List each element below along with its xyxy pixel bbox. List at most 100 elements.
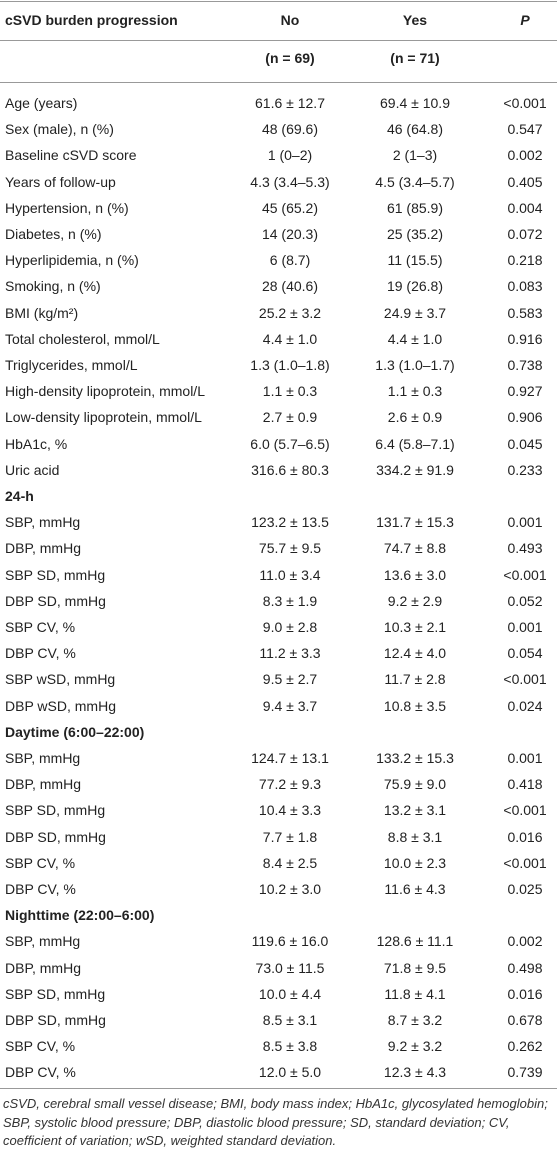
cell-value: 7.7 ± 1.8 [262, 828, 318, 845]
row-label: SBP SD, mmHg [5, 985, 106, 1002]
cell-value: 11 (15.5) [387, 252, 443, 269]
cell-value: 0.052 [507, 592, 543, 609]
row-label: DBP SD, mmHg [5, 1012, 106, 1028]
cell-value: 0.218 [507, 252, 543, 269]
cell-value: 2 (1–3) [392, 147, 438, 164]
cell-value: 11.7 ± 2.8 [384, 671, 446, 688]
row-label: DBP, mmHg [5, 959, 81, 976]
row-label: SBP wSD, mmHg [5, 671, 116, 688]
row-label: Baseline cSVD score [5, 147, 137, 164]
cell-value: 48 (69.6) [261, 121, 319, 138]
cell-value: 316.6 ± 80.3 [251, 461, 329, 478]
cell-value: 73.0 ± 11.5 [255, 959, 325, 976]
cell-value: 0.054 [507, 645, 543, 662]
row-label: BMI (kg/m²) [5, 304, 79, 321]
cell-value: 0.418 [507, 776, 543, 793]
cell-value: 4.4 ± 1.0 [387, 330, 443, 347]
cell-value: 4.3 (3.4–5.3) [250, 173, 330, 190]
cell-value: 13.6 ± 3.0 [383, 566, 447, 583]
column-header: Yes [402, 12, 428, 28]
section-heading: Daytime (6:00–22:00) [5, 723, 145, 740]
cell-value: <0.001 [503, 566, 547, 583]
cell-value: 1.3 (1.0–1.8) [250, 357, 330, 373]
cell-value: 9.5 ± 2.7 [262, 671, 318, 688]
cell-value: 45 (65.2) [261, 199, 319, 216]
cell-value: 14 (20.3) [261, 226, 319, 242]
cell-value: 8.4 ± 2.5 [262, 854, 318, 871]
row-label: Uric acid [5, 461, 60, 478]
column-header: cSVD burden progression [5, 12, 178, 28]
cell-value: 133.2 ± 15.3 [376, 750, 454, 766]
cell-value: 8.5 ± 3.1 [262, 1012, 318, 1028]
cell-value: 0.016 [507, 985, 543, 1002]
cell-value: 46 (64.8) [386, 121, 444, 138]
cell-value: 0.498 [507, 959, 543, 976]
cell-value: 24.9 ± 3.7 [383, 304, 447, 321]
bottom-rule [0, 1088, 557, 1089]
cell-value: 25 (35.2) [386, 226, 444, 242]
cell-value: 0.262 [507, 1038, 543, 1055]
cell-value: 8.7 ± 3.2 [387, 1012, 443, 1028]
cell-value: 13.2 ± 3.1 [383, 802, 447, 819]
cell-value: 9.4 ± 3.7 [262, 697, 318, 714]
cell-value: 6 (8.7) [269, 252, 311, 269]
row-label: Sex (male), n (%) [5, 121, 114, 138]
cell-value: 25.2 ± 3.2 [258, 304, 322, 321]
cell-value: 28 (40.6) [261, 278, 319, 295]
cell-value: 0.739 [507, 1064, 543, 1081]
cell-value: 10.8 ± 3.5 [383, 697, 447, 714]
column-header: P [520, 12, 530, 28]
cell-value: 10.0 ± 4.4 [258, 985, 322, 1002]
row-label: Triglycerides, mmol/L [5, 357, 138, 373]
row-label: Years of follow-up [5, 173, 116, 190]
cell-value: 0.493 [507, 540, 543, 557]
group-size: (n = 71) [390, 50, 440, 66]
header-rule [0, 40, 557, 41]
cell-value: 0.001 [507, 750, 543, 766]
cell-value: 0.025 [507, 881, 543, 897]
row-label: Total cholesterol, mmol/L [5, 330, 160, 347]
row-label: Hypertension, n (%) [5, 199, 129, 216]
row-label: DBP CV, % [5, 881, 76, 897]
row-label: SBP CV, % [5, 1038, 76, 1055]
cell-value: 74.7 ± 8.8 [383, 540, 447, 557]
cell-value: 1.3 (1.0–1.7) [375, 357, 455, 373]
cell-value: 4.4 ± 1.0 [262, 330, 318, 347]
row-label: DBP, mmHg [5, 540, 81, 557]
cell-value: 11.6 ± 4.3 [384, 881, 446, 897]
row-label: SBP SD, mmHg [5, 802, 106, 819]
section-heading: 24-h [5, 488, 34, 504]
row-label: Smoking, n (%) [5, 278, 101, 295]
cell-value: <0.001 [503, 802, 547, 819]
cell-value: 0.002 [507, 933, 543, 950]
cell-value: 75.7 ± 9.5 [258, 540, 322, 557]
cell-value: 11.2 ± 3.3 [259, 645, 321, 662]
cell-value: 12.0 ± 5.0 [258, 1064, 322, 1081]
section-heading: Nighttime (22:00–6:00) [5, 907, 155, 924]
cell-value: 61 (85.9) [386, 199, 444, 216]
cell-value: 2.6 ± 0.9 [387, 409, 443, 426]
cell-value: 4.5 (3.4–5.7) [375, 173, 455, 190]
row-label: DBP CV, % [5, 1064, 76, 1081]
footnote: cSVD, cerebral small vessel disease; BMI… [3, 1096, 548, 1148]
cell-value: 1 (0–2) [267, 147, 313, 164]
row-label: DBP wSD, mmHg [5, 697, 116, 714]
row-label: SBP, mmHg [5, 933, 81, 950]
cell-value: 12.4 ± 4.0 [383, 645, 447, 662]
cell-value: 11.0 ± 3.4 [259, 566, 321, 583]
cell-value: 0.927 [507, 383, 543, 400]
column-header: No [280, 12, 300, 28]
cell-value: 131.7 ± 15.3 [376, 514, 454, 531]
cell-value: 0.916 [507, 330, 543, 347]
cell-value: 10.4 ± 3.3 [258, 802, 322, 819]
row-label: HbA1c, % [5, 435, 68, 452]
cell-value: 69.4 ± 10.9 [380, 95, 450, 111]
row-label: Age (years) [5, 95, 78, 111]
group-size: (n = 69) [265, 50, 315, 66]
cell-value: 0.547 [507, 121, 543, 138]
cell-value: <0.001 [503, 854, 547, 871]
cell-value: 0.583 [507, 304, 543, 321]
row-label: Diabetes, n (%) [5, 226, 102, 242]
cell-value: 10.2 ± 3.0 [258, 881, 322, 897]
cell-value: 0.004 [507, 199, 543, 216]
